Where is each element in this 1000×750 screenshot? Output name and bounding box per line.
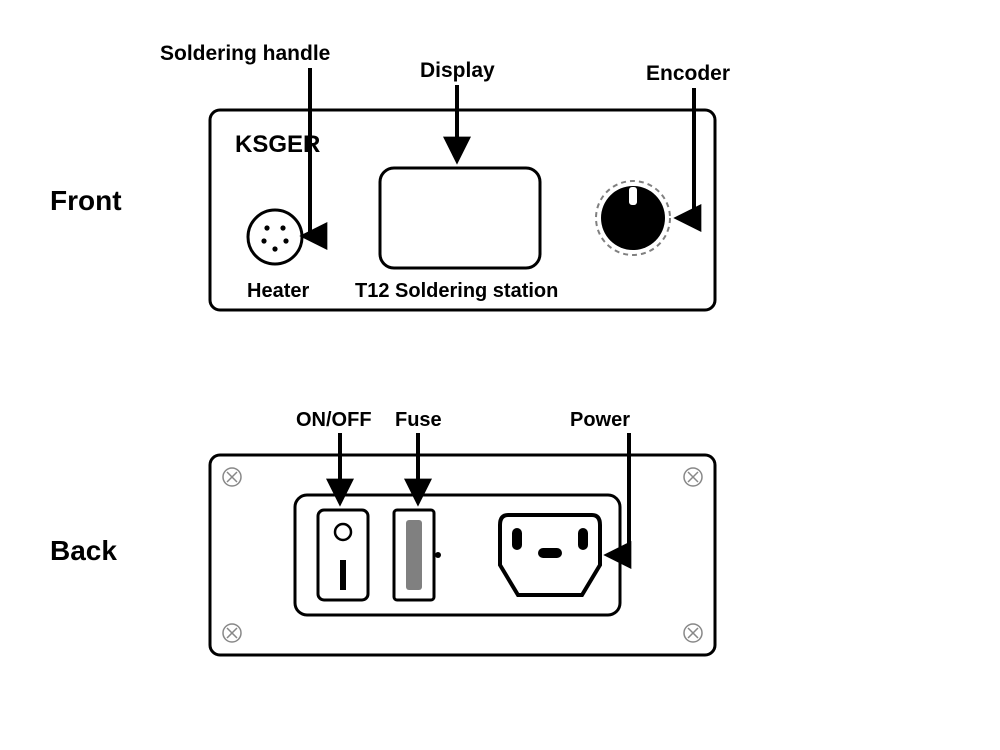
brand-label: KSGER — [235, 131, 320, 158]
heater-pin — [272, 246, 277, 251]
switch-i-icon — [340, 560, 346, 590]
fuse-slot — [406, 520, 422, 590]
heater-connector — [248, 210, 302, 264]
heater-pin — [264, 225, 269, 230]
side-label-back: Back — [50, 535, 117, 566]
callout-encoder-label: Encoder — [646, 62, 730, 85]
heater-pin — [280, 225, 285, 230]
inlet-pin — [538, 548, 562, 558]
inlet-pin — [578, 528, 588, 550]
callout-handle-label: Soldering handle — [160, 42, 330, 65]
fuse-dot — [435, 552, 441, 558]
callout-fuse-label: Fuse — [395, 409, 442, 431]
heater-label: Heater — [247, 280, 309, 302]
encoder-indicator — [629, 187, 637, 205]
inlet-pin — [512, 528, 522, 550]
callout-display-label: Display — [420, 59, 495, 82]
callout-onoff-label: ON/OFF — [296, 409, 372, 431]
side-label-front: Front — [50, 185, 122, 216]
display-screen — [380, 168, 540, 268]
callout-power-label: Power — [570, 409, 630, 431]
display-caption: T12 Soldering station — [355, 280, 558, 302]
heater-pin — [261, 238, 266, 243]
heater-pin — [283, 238, 288, 243]
